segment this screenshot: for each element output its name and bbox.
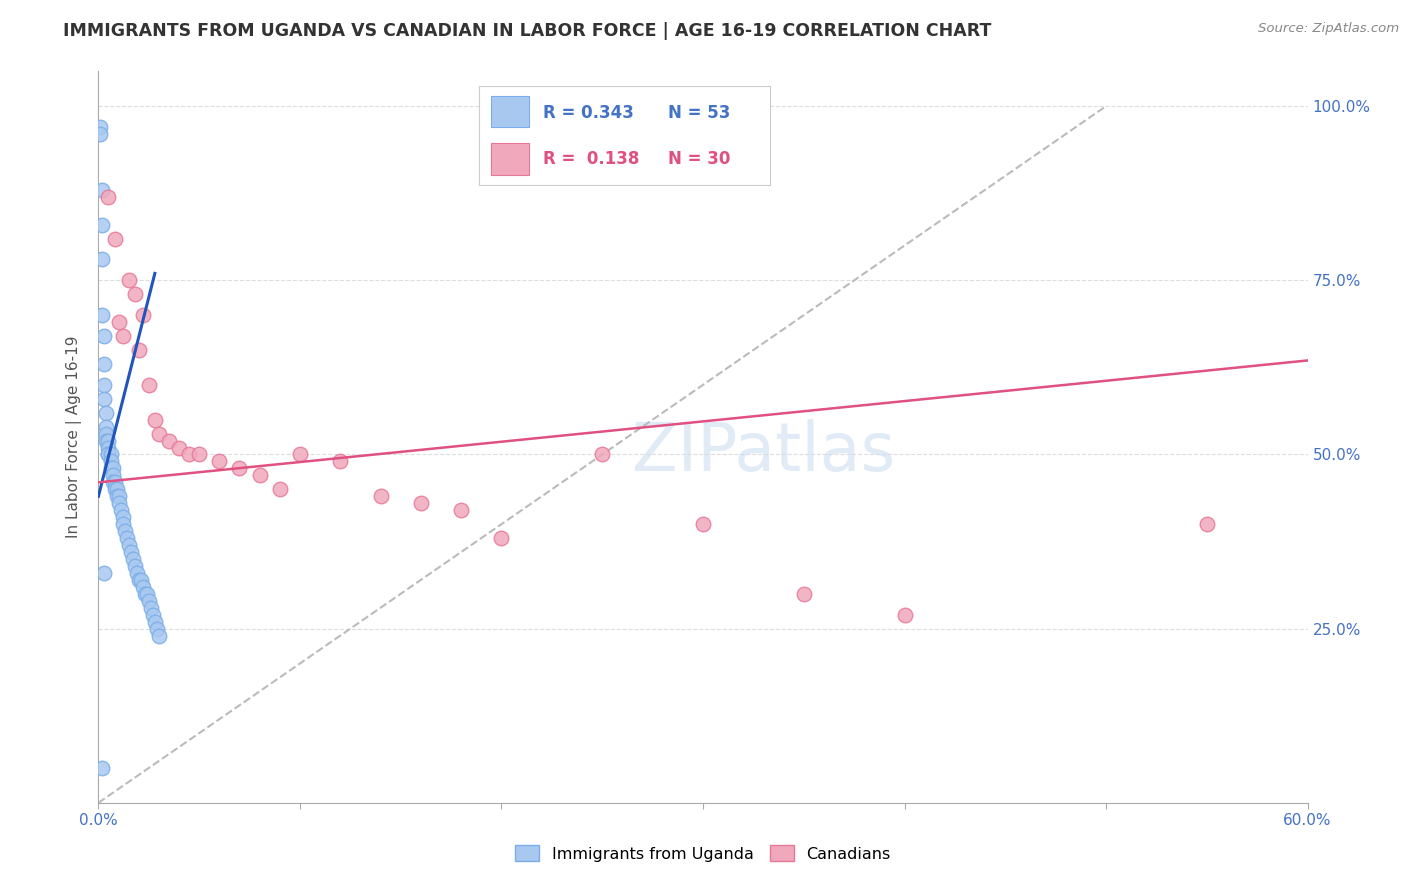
Point xyxy=(93,392,115,406)
Point xyxy=(97,441,120,455)
Point xyxy=(179,448,201,462)
Point xyxy=(101,468,124,483)
Point xyxy=(115,531,138,545)
Point xyxy=(269,483,291,497)
Point xyxy=(167,441,190,455)
Point xyxy=(692,517,714,532)
Point xyxy=(93,357,115,371)
Point xyxy=(120,545,142,559)
Point xyxy=(103,475,125,490)
Point xyxy=(228,461,250,475)
Point xyxy=(96,406,118,420)
Point xyxy=(135,587,157,601)
Point xyxy=(96,419,118,434)
Text: Source: ZipAtlas.com: Source: ZipAtlas.com xyxy=(1258,22,1399,36)
Point xyxy=(143,615,166,629)
Point xyxy=(91,761,114,775)
Point xyxy=(91,252,114,267)
Text: ZIPatlas: ZIPatlas xyxy=(631,418,896,484)
Point xyxy=(101,475,124,490)
Point xyxy=(111,517,134,532)
Point xyxy=(409,496,432,510)
Point xyxy=(143,412,166,426)
Point xyxy=(91,183,114,197)
Point xyxy=(118,273,141,287)
Point xyxy=(138,594,160,608)
Point xyxy=(93,377,115,392)
Point xyxy=(139,600,162,615)
Point xyxy=(97,434,120,448)
Point xyxy=(93,329,115,343)
Point xyxy=(97,190,120,204)
Point xyxy=(96,426,118,441)
Legend: Immigrants from Uganda, Canadians: Immigrants from Uganda, Canadians xyxy=(509,838,897,868)
Point xyxy=(329,454,352,468)
Point xyxy=(101,461,124,475)
Point xyxy=(96,434,118,448)
Point xyxy=(134,587,156,601)
Point xyxy=(103,483,125,497)
Point xyxy=(91,218,114,232)
Point xyxy=(591,448,613,462)
Y-axis label: In Labor Force | Age 16-19: In Labor Force | Age 16-19 xyxy=(66,335,83,539)
Point xyxy=(107,315,129,329)
Point xyxy=(142,607,165,622)
Point xyxy=(128,343,150,357)
Point xyxy=(111,329,134,343)
Point xyxy=(100,461,122,475)
Point xyxy=(97,448,120,462)
Point xyxy=(103,231,125,245)
Point xyxy=(107,496,129,510)
Point xyxy=(100,448,122,462)
Point xyxy=(132,580,155,594)
Point xyxy=(146,622,169,636)
Point xyxy=(100,454,122,468)
Point xyxy=(125,566,148,580)
Point xyxy=(124,558,146,573)
Point xyxy=(93,566,115,580)
Point xyxy=(450,503,472,517)
Point xyxy=(491,531,513,545)
Point xyxy=(89,120,111,134)
Point xyxy=(893,607,915,622)
Point xyxy=(148,426,170,441)
Point xyxy=(208,454,231,468)
Point xyxy=(288,448,311,462)
Point xyxy=(121,552,143,566)
Point xyxy=(124,287,146,301)
Point xyxy=(138,377,160,392)
Point xyxy=(118,538,141,552)
Point xyxy=(1195,517,1218,532)
Point xyxy=(105,489,128,503)
Point xyxy=(110,503,132,517)
Point xyxy=(111,510,134,524)
Point xyxy=(105,483,128,497)
Point xyxy=(188,448,211,462)
Point xyxy=(128,573,150,587)
Point xyxy=(148,629,170,643)
Point xyxy=(97,448,120,462)
Point xyxy=(89,127,111,141)
Point xyxy=(107,489,129,503)
Point xyxy=(370,489,392,503)
Point xyxy=(249,468,271,483)
Point xyxy=(114,524,136,538)
Point xyxy=(91,308,114,322)
Point xyxy=(157,434,180,448)
Text: IMMIGRANTS FROM UGANDA VS CANADIAN IN LABOR FORCE | AGE 16-19 CORRELATION CHART: IMMIGRANTS FROM UGANDA VS CANADIAN IN LA… xyxy=(63,22,991,40)
Point xyxy=(129,573,152,587)
Point xyxy=(793,587,815,601)
Point xyxy=(132,308,155,322)
